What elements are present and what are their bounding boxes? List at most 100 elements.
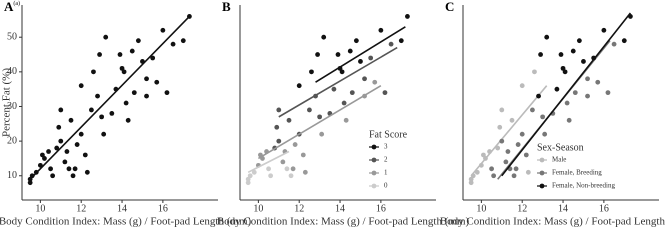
panel-label: A(a) (4, 0, 20, 14)
data-point (605, 90, 611, 96)
data-point (523, 152, 529, 158)
data-point (117, 52, 123, 57)
data-point (300, 152, 306, 158)
fit-line (315, 26, 406, 83)
panel-label: B (222, 0, 231, 14)
data-point (513, 166, 519, 172)
data-point (286, 117, 292, 123)
data-point (144, 93, 149, 99)
data-point (97, 52, 102, 57)
x-tick-label: 10 (35, 203, 45, 214)
data-point (341, 100, 347, 106)
legend-label: 2 (384, 156, 388, 164)
data-point (585, 76, 590, 82)
data-point (84, 169, 90, 175)
data-point (378, 27, 384, 33)
data-point (58, 138, 64, 144)
fit-line (257, 85, 382, 160)
data-point (468, 180, 474, 186)
data-point (566, 117, 572, 123)
data-point (54, 145, 60, 151)
data-point (40, 152, 45, 158)
fit-line (247, 150, 290, 174)
data-point (109, 111, 115, 116)
legend-label: 1 (384, 169, 388, 177)
data-point (511, 173, 517, 179)
data-point (540, 114, 546, 120)
data-point (144, 76, 149, 82)
panel-tag: (a) (13, 0, 20, 7)
data-point (72, 166, 78, 172)
data-point (554, 86, 560, 92)
data-point (491, 173, 497, 179)
data-point (572, 90, 578, 96)
data-point (576, 38, 582, 44)
data-point (125, 117, 131, 123)
y-tick-label: 40 (7, 66, 17, 77)
data-point (570, 48, 576, 54)
data-point (78, 131, 84, 137)
data-point (101, 131, 107, 137)
data-point (560, 65, 566, 71)
data-point (368, 55, 374, 61)
data-point (601, 27, 607, 33)
data-point (621, 38, 627, 44)
x-tick-label: 14 (558, 203, 568, 214)
data-point (519, 83, 525, 89)
x-tick-label: 12 (76, 203, 86, 214)
x-axis-label: Body Condition Index: Mass (g) / Foot-pa… (0, 216, 252, 228)
data-point (154, 79, 160, 85)
data-point (56, 124, 62, 130)
data-point (503, 159, 509, 165)
data-point (46, 149, 51, 154)
legend-box (365, 128, 432, 196)
data-point (372, 79, 378, 85)
data-point (280, 159, 286, 165)
panel-letter: B (222, 0, 231, 14)
data-point (335, 52, 341, 57)
data-point (42, 156, 47, 161)
data-point (468, 176, 474, 182)
data-point (536, 93, 541, 99)
data-point (89, 107, 94, 113)
data-point (564, 100, 570, 106)
data-point (499, 107, 505, 113)
data-point (319, 131, 325, 137)
data-point (78, 83, 84, 89)
x-tick-label: 14 (117, 203, 127, 214)
data-point (509, 117, 515, 123)
data-point (611, 41, 617, 47)
legend-label: Female, Non-breeding (552, 182, 615, 190)
fit-line (501, 12, 632, 177)
data-point (82, 152, 88, 158)
data-point (180, 38, 186, 44)
data-point (398, 38, 404, 44)
data-point (103, 34, 109, 40)
data-point (74, 142, 80, 147)
x-tick-label: 12 (517, 203, 527, 214)
data-point (62, 159, 68, 165)
data-point (489, 166, 494, 172)
data-point (266, 166, 271, 172)
data-point (388, 41, 394, 47)
legend-label: 3 (384, 143, 388, 151)
data-point (268, 173, 274, 179)
data-point (119, 65, 125, 71)
data-point (358, 59, 363, 64)
data-point (585, 93, 590, 99)
data-point (542, 131, 548, 137)
data-point (290, 166, 296, 172)
x-tick-label: 16 (158, 203, 168, 214)
data-point (595, 79, 601, 85)
data-point (302, 169, 308, 175)
fit-line (470, 85, 548, 177)
data-point (129, 48, 135, 54)
data-point (251, 169, 257, 175)
data-point (515, 142, 521, 147)
data-point (247, 173, 253, 179)
data-point (362, 76, 367, 82)
data-point (499, 138, 505, 144)
data-point (347, 48, 353, 54)
data-point (331, 86, 337, 92)
